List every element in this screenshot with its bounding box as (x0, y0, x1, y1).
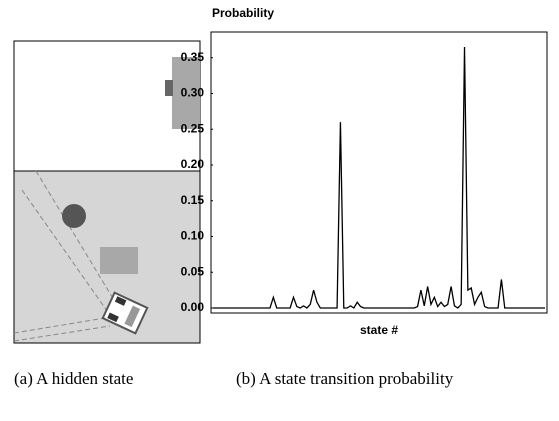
y-tick-label: 0.20 (181, 157, 205, 171)
y-axis-label: Probability (212, 6, 274, 20)
sensor-ray (35, 170, 121, 311)
robot (101, 291, 149, 335)
y-tick-label: 0.35 (181, 50, 205, 64)
y-tick-label: 0.15 (181, 193, 205, 207)
sensor-ray (13, 317, 106, 334)
y-tick-label: 0.25 (181, 121, 205, 135)
top-panel (13, 40, 201, 172)
x-axis-label: state # (360, 323, 398, 337)
obstacle (172, 57, 200, 129)
sensor-ray (13, 325, 111, 342)
y-tick-label: 0.05 (181, 264, 205, 278)
ball (62, 204, 86, 228)
sensor-ray (21, 189, 113, 319)
y-tick-label: 0.10 (181, 229, 205, 243)
hidden-state-illustration (13, 40, 201, 344)
caption: (b) A state transition probability (236, 369, 454, 388)
series-line (213, 47, 545, 309)
plot-frame (210, 31, 548, 314)
caption: (a) A hidden state (14, 369, 134, 388)
y-tick-label: 0.00 (181, 300, 205, 314)
obstacle-part (165, 80, 173, 96)
obstacle (100, 247, 138, 274)
figure-graphics: Probability state # 0.00 0.05 0.10 0.15 0.20… (13, 6, 548, 344)
y-tick-label: 0.30 (181, 86, 205, 100)
